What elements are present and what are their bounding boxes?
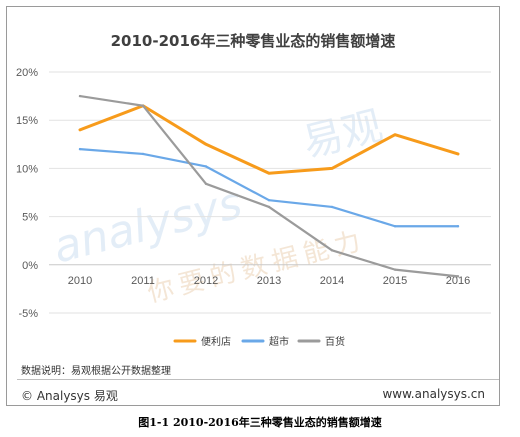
- data-point: [267, 172, 271, 175]
- data-point: [330, 205, 334, 209]
- legend: 便利店 超市 百货: [173, 335, 345, 348]
- data-point: [393, 133, 397, 136]
- x-tick-label: 2014: [320, 275, 344, 287]
- data-point: [456, 275, 460, 278]
- x-tick-label: 2012: [194, 275, 218, 287]
- data-point: [393, 268, 397, 271]
- data-point: [456, 152, 460, 156]
- data-point: [204, 182, 208, 186]
- legend-label: 百货: [325, 335, 345, 348]
- data-point: [267, 205, 271, 209]
- data-note: 数据说明：易观根据公开数据整理: [21, 366, 171, 377]
- data-point: [78, 94, 82, 98]
- watermark-brand-cn: 易观: [298, 103, 387, 167]
- x-tick-label: 2015: [383, 275, 407, 287]
- data-point: [204, 165, 208, 168]
- y-tick-label: 0%: [22, 260, 38, 272]
- y-tick-label: 15%: [16, 115, 38, 127]
- y-tick-label: 10%: [16, 163, 38, 175]
- legend-label: 超市: [269, 335, 289, 348]
- y-axis-tick-labels: -5% 0% 5% 10% 15% 20%: [16, 67, 38, 320]
- x-tick-label: 2016: [446, 275, 470, 287]
- x-tick-label: 2011: [131, 275, 155, 287]
- data-point: [456, 225, 460, 228]
- data-point: [330, 249, 334, 252]
- website-url[interactable]: www.analysys.cn: [382, 387, 485, 401]
- copyright-text: © Analysys 易观: [21, 389, 118, 403]
- y-tick-label: -5%: [18, 308, 38, 320]
- y-tick-label: 20%: [16, 67, 38, 79]
- figure-caption: 图1-1 2010-2016年三种零售业态的销售额增速: [138, 416, 382, 429]
- legend-label: 便利店: [201, 335, 231, 348]
- data-point: [267, 199, 271, 202]
- data-point: [393, 225, 397, 228]
- chart-frame: 2010-2016年三种零售业态的销售额增速 analysys 易观 你要的数据能力…: [6, 6, 500, 406]
- footer-divider: [17, 379, 499, 380]
- y-tick-label: 5%: [22, 212, 38, 224]
- x-tick-label: 2010: [68, 275, 92, 287]
- x-tick-label: 2013: [257, 275, 281, 287]
- series-lines: [78, 94, 460, 278]
- data-point: [78, 128, 82, 132]
- data-point: [330, 167, 334, 170]
- series-line-0: [78, 104, 460, 175]
- grid-lines: [49, 71, 491, 314]
- watermark-brand-latin: analysys: [48, 177, 247, 273]
- x-axis-tick-labels: 2010 2011 2012 2013 2014 2015 2016: [68, 275, 470, 287]
- chart-title: 2010-2016年三种零售业态的销售额增速: [110, 32, 396, 50]
- data-point: [78, 147, 82, 151]
- data-point: [141, 104, 145, 107]
- data-point: [204, 143, 208, 146]
- data-point: [141, 152, 145, 156]
